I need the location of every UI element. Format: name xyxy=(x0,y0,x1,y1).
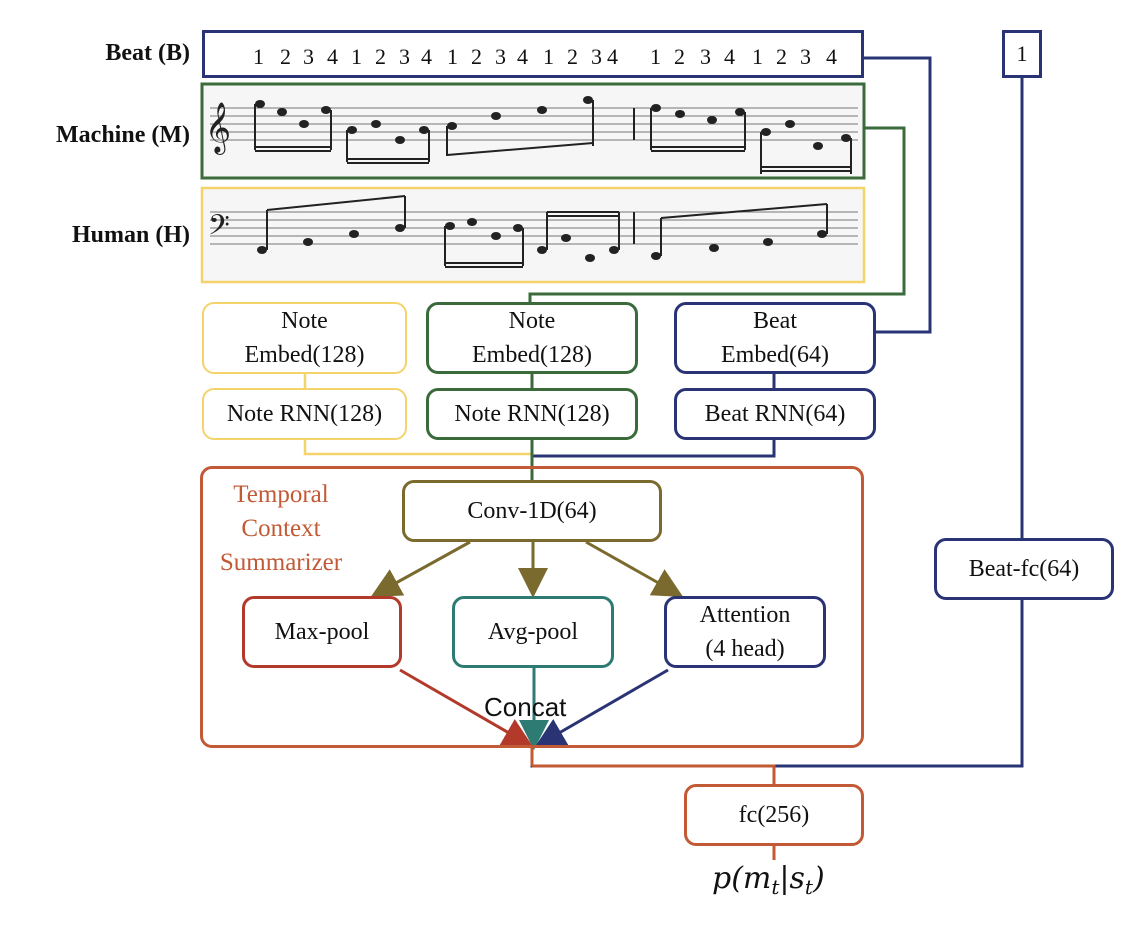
beat-number: 4 xyxy=(607,44,618,69)
maxpool-block: Max-pool xyxy=(242,596,402,668)
beat-number: 4 xyxy=(517,44,528,69)
beat-embed: Beat Embed(64) xyxy=(674,302,876,374)
concat-label: Concat xyxy=(484,692,567,722)
beat-number: 4 xyxy=(724,44,735,69)
beat-fc-block: Beat-fc(64) xyxy=(934,538,1114,600)
beat-number: 3 xyxy=(591,44,602,69)
human-row-label: Human (H) xyxy=(71,222,190,248)
beat-number: 1 xyxy=(543,44,554,69)
temporal-context-summarizer xyxy=(200,466,864,748)
beat-number: 4 xyxy=(826,44,837,69)
current-beat-box: 1 xyxy=(1002,30,1042,78)
fc-output-block: fc(256) xyxy=(684,784,864,846)
human-note-rnn: Note RNN(128) xyxy=(202,388,407,440)
human-note-embed: Note Embed(128) xyxy=(202,302,407,374)
beat-number: 1 xyxy=(650,44,661,69)
beat-rnn: Beat RNN(64) xyxy=(674,388,876,440)
beat-number: 3 xyxy=(495,44,506,69)
machine-note-rnn: Note RNN(128) xyxy=(426,388,638,440)
current-beat-value: 1 xyxy=(1016,41,1028,66)
beat-number: 2 xyxy=(471,44,482,69)
beat-number: 1 xyxy=(253,44,264,69)
svg-text:𝄞: 𝄞 xyxy=(205,102,231,155)
beat-number: 1 xyxy=(752,44,763,69)
svg-text:𝄢: 𝄢 xyxy=(208,209,230,249)
beat-number: 3 xyxy=(303,44,314,69)
machine-staff: 𝄞 xyxy=(200,82,866,180)
beat-number: 1 xyxy=(447,44,458,69)
beat-number: 2 xyxy=(280,44,291,69)
beat-number: 3 xyxy=(399,44,410,69)
beat-number: 1 xyxy=(351,44,362,69)
beat-row-label: Beat (B) xyxy=(105,40,190,66)
output-probability: p(mt|st) xyxy=(712,861,825,899)
summarizer-title: Temporal Context Summarizer xyxy=(219,481,343,576)
attention-block: Attention (4 head) xyxy=(664,596,826,668)
beat-number: 2 xyxy=(776,44,787,69)
beat-number: 4 xyxy=(421,44,432,69)
beat-number: 4 xyxy=(327,44,338,69)
beat-number: 3 xyxy=(800,44,811,69)
beat-number: 2 xyxy=(375,44,386,69)
avgpool-block: Avg-pool xyxy=(452,596,614,668)
beat-number: 2 xyxy=(567,44,578,69)
conv1d-block: Conv-1D(64) xyxy=(402,480,662,542)
machine-note-embed: Note Embed(128) xyxy=(426,302,638,374)
beat-number: 3 xyxy=(700,44,711,69)
machine-row-label: Machine (M) xyxy=(56,122,190,148)
beat-number: 2 xyxy=(674,44,685,69)
human-staff: 𝄢 xyxy=(200,186,866,284)
beat-sequence-box xyxy=(202,30,864,78)
